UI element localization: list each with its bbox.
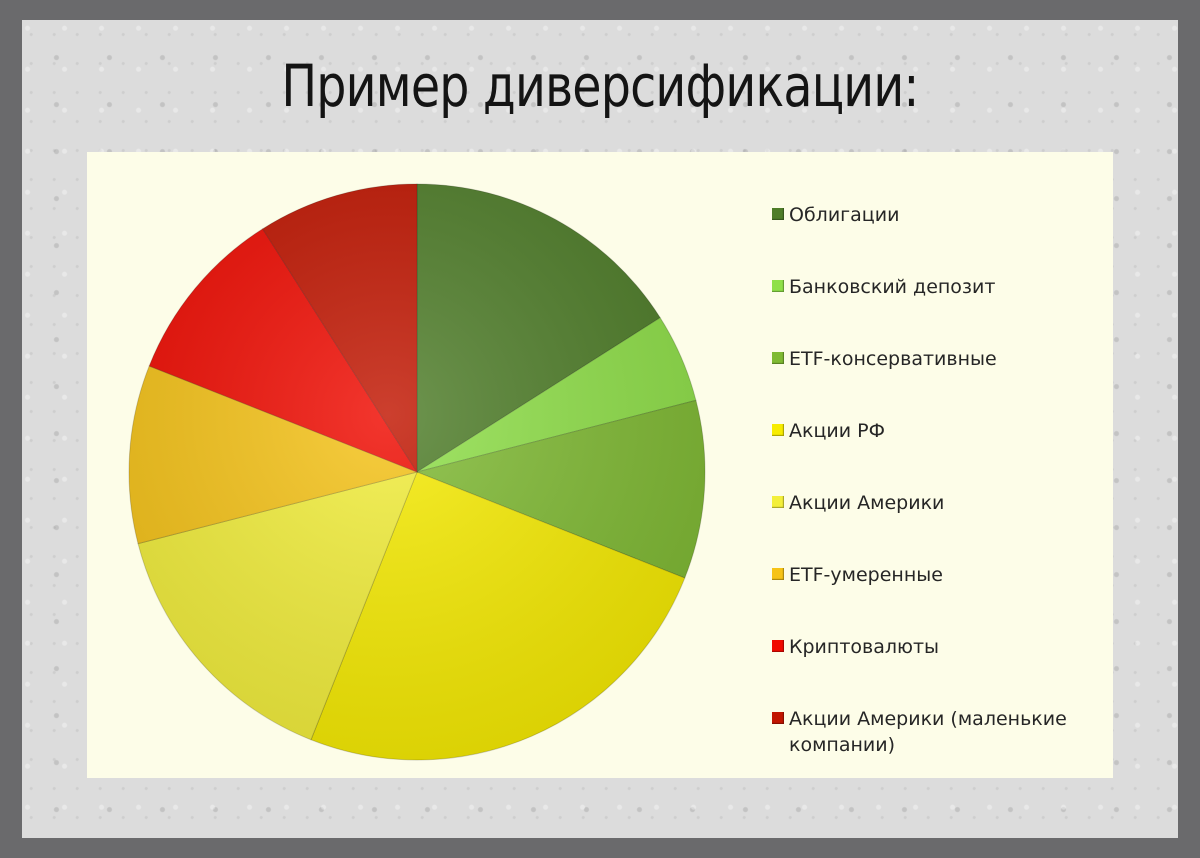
chart-panel: Облигации Банковский депозит ETF-консерват…	[87, 152, 1113, 778]
legend-swatch	[772, 352, 784, 364]
legend-item-6: ETF-умеренные	[772, 562, 1102, 634]
legend-label: ETF-консервативные	[789, 348, 997, 370]
legend-label: Криптовалюты	[789, 636, 940, 658]
legend-item-5: Акции Америки	[772, 490, 1102, 562]
legend-label: Акции Америки (маленькие компании)	[789, 708, 1067, 756]
legend-item-7: Криптовалюты	[772, 634, 1102, 706]
legend-item-3: ETF-консервативные	[772, 346, 1102, 418]
page-title: Пример диверсификации:	[281, 52, 919, 120]
chart-legend: Облигации Банковский депозит ETF-консерват…	[772, 202, 1102, 778]
legend-swatch	[772, 712, 784, 724]
legend-swatch	[772, 568, 784, 580]
legend-label: Облигации	[789, 204, 900, 226]
legend-label: Банковский депозит	[789, 276, 996, 298]
legend-item-2: Банковский депозит	[772, 274, 1102, 346]
legend-label: Акции Америки	[789, 492, 945, 514]
legend-item-4: Акции РФ	[772, 418, 1102, 490]
legend-item-8: Акции Америки (маленькие компании)	[772, 706, 1102, 778]
legend-item-1: Облигации	[772, 202, 1102, 274]
legend-swatch	[772, 424, 784, 436]
legend-swatch	[772, 496, 784, 508]
legend-label: ETF-умеренные	[789, 564, 943, 586]
legend-swatch	[772, 208, 784, 220]
pie-chart	[128, 183, 706, 761]
legend-label: Акции РФ	[789, 420, 885, 442]
legend-swatch	[772, 640, 784, 652]
legend-swatch	[772, 280, 784, 292]
